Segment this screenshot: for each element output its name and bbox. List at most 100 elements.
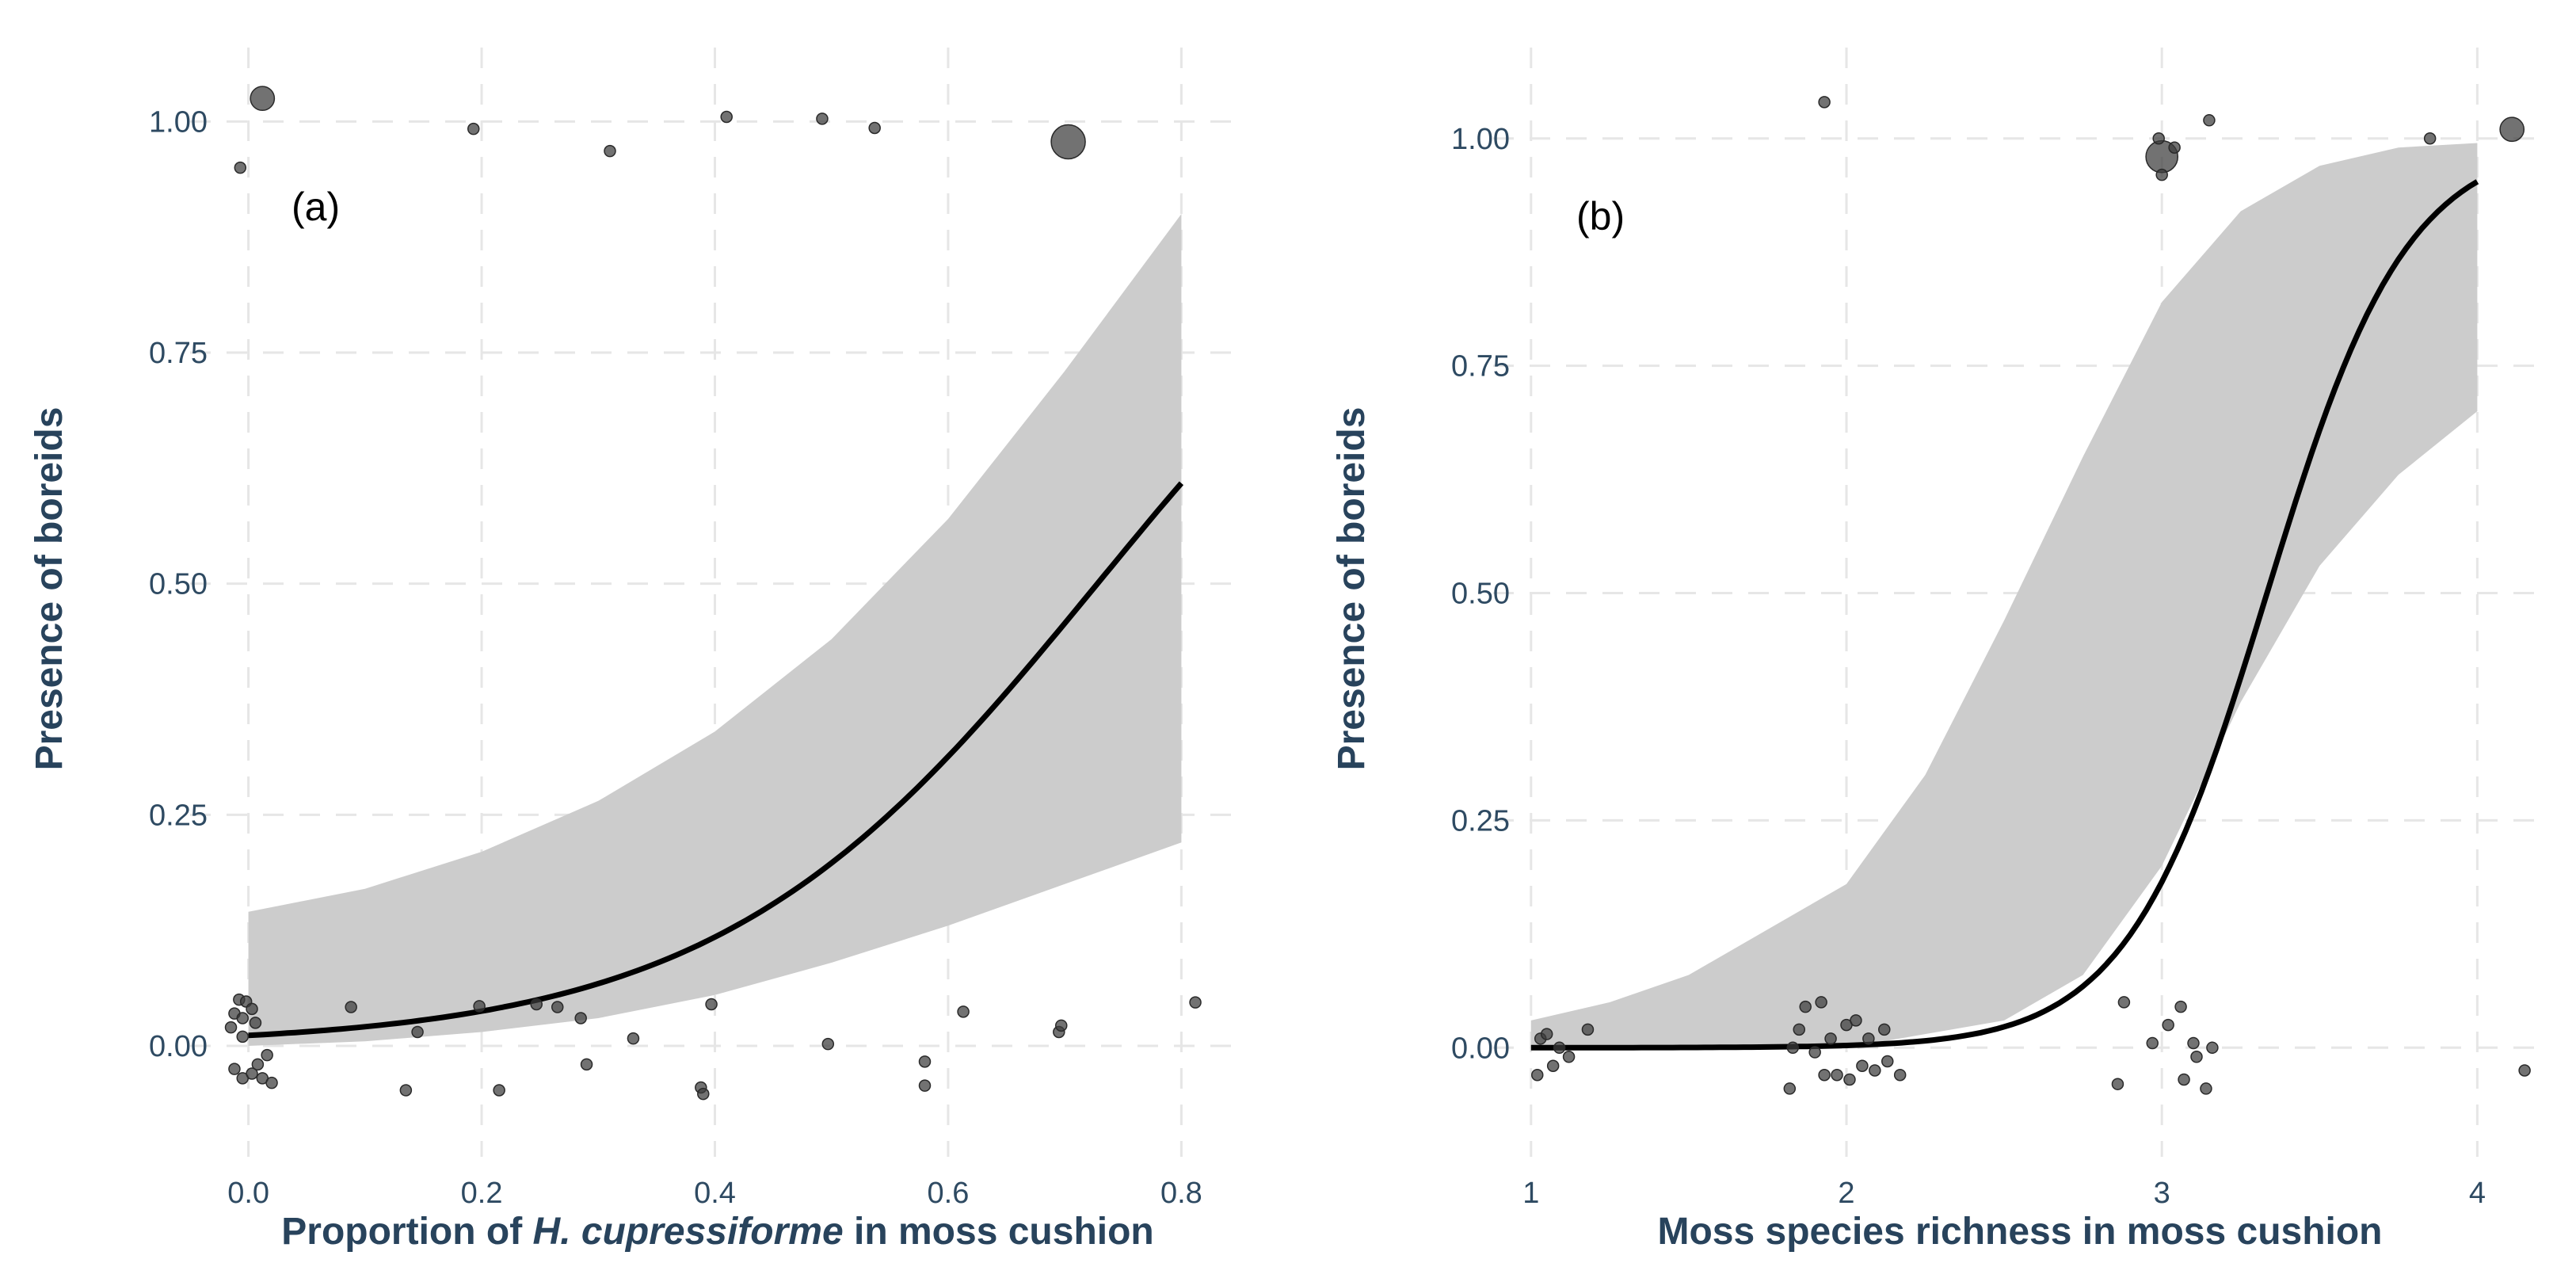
panel-b-data-point xyxy=(1793,1023,1806,1036)
panel-b-data-point xyxy=(2155,168,2168,181)
panel-a-data-point xyxy=(918,1079,932,1092)
panel-b-data-point xyxy=(1540,1028,1553,1040)
panel-a-data-point xyxy=(821,1037,835,1051)
panel-a: 0.00 0.25 0.50 0.75 1.00 0.0 0.2 0.4 0.6 0.8 (a)… xyxy=(29,48,1240,1253)
panel-a-data-point xyxy=(250,86,276,112)
panel-b-data-point xyxy=(2152,132,2165,145)
panel-a-data-point xyxy=(580,1058,593,1071)
panel-a-data-point xyxy=(224,1021,238,1034)
panel-b-data-point xyxy=(1831,1068,1843,1082)
panel-a-data-point xyxy=(604,144,616,158)
panel-a-data-point xyxy=(228,1063,241,1075)
panel-a-y-tick-label: 1.00 xyxy=(149,105,208,139)
panel-a-data-point xyxy=(251,1058,265,1071)
panel-b-data-point xyxy=(1818,1068,1831,1082)
panel-a-y-tick-label: 0.50 xyxy=(149,568,208,601)
panel-b-y-tick-label: 0.00 xyxy=(1451,1032,1510,1065)
panel-b-data-point xyxy=(2117,996,2131,1009)
panel-b-x-tick-label: 1 xyxy=(1522,1177,1539,1210)
panel-b-confidence-band xyxy=(1530,143,2478,1048)
panel-a-data-point xyxy=(1189,996,1202,1009)
panel-b-data-point xyxy=(1881,1055,1894,1068)
panel-b-data-point xyxy=(1824,1032,1837,1045)
panel-b-data-point xyxy=(2187,1036,2200,1050)
panel-b-y-tick-label: 0.75 xyxy=(1451,350,1510,383)
panel-a-data-point xyxy=(246,1002,258,1016)
panel-b-data-point xyxy=(2174,1000,2187,1013)
panel-b-y-tick-label: 0.25 xyxy=(1451,804,1510,837)
panel-a-data-point xyxy=(411,1025,424,1039)
panel-a-data-point xyxy=(1055,1019,1068,1032)
panel-b-y-tick-label: 1.00 xyxy=(1451,123,1510,156)
panel-a-x-tick-label: 0.2 xyxy=(461,1177,503,1210)
panel-b-data-point xyxy=(1862,1032,1875,1045)
panel-a-x-tick-label: 0.8 xyxy=(1160,1177,1202,1210)
panel-a-x-tick-label: 0.0 xyxy=(227,1177,269,1210)
panel-b-data-point xyxy=(2178,1073,2190,1086)
panel-b-data-point xyxy=(1878,1023,1891,1036)
panel-a-data-point xyxy=(234,161,247,174)
panel-a-y-axis-title: Presence of boreids xyxy=(29,407,70,771)
panel-b-data-point xyxy=(1546,1059,1560,1072)
panel-b-data-point xyxy=(1581,1023,1595,1036)
panel-a-y-tick-label: 0.75 xyxy=(149,337,208,370)
panel-a-x-tick-label: 0.4 xyxy=(694,1177,736,1210)
panel-b-data-point xyxy=(2518,1064,2531,1077)
panel-a-fit-line xyxy=(248,481,1184,1039)
panel-b-data-point xyxy=(1893,1068,1907,1082)
panel-b-x-tick-label: 3 xyxy=(2154,1177,2170,1210)
panel-b-data-point xyxy=(1808,1046,1821,1059)
panel-b-data-point xyxy=(2206,1041,2219,1055)
panel-a-data-point xyxy=(574,1012,587,1024)
panel-b-y-axis-title: Presence of boreids xyxy=(1331,407,1373,771)
panel-a-data-point xyxy=(246,1067,258,1080)
panel-b-data-point xyxy=(2423,132,2437,145)
panel-a-data-point xyxy=(261,1048,273,1062)
panel-a-data-point xyxy=(551,1001,564,1013)
panel-b-data-point xyxy=(2190,1051,2203,1063)
panel-b-data-point xyxy=(1843,1073,1856,1086)
panel-b-data-point xyxy=(1786,1041,1800,1055)
panel-a-x-tick-label: 0.6 xyxy=(928,1177,970,1210)
panel-a-data-point xyxy=(345,1001,357,1013)
panel-b-data-point xyxy=(2111,1078,2124,1090)
panel-a-x-axis-title-prefix: Proportion of xyxy=(281,1211,532,1253)
panel-b-data-point xyxy=(1850,1014,1862,1027)
panel-a-data-point xyxy=(705,998,718,1011)
panel-b-data-point xyxy=(2499,116,2525,143)
panel-a-x-axis-title-species: H. cupressiforme xyxy=(533,1211,844,1253)
panel-b-label: (b) xyxy=(1576,194,1625,238)
panel-b-data-point xyxy=(2162,1018,2174,1032)
panel-a-data-point xyxy=(236,1030,249,1044)
panel-b-data-point xyxy=(2168,141,2181,154)
panel-b: 0.00 0.25 0.50 0.75 1.00 1 2 3 4 (b) Presence o… xyxy=(1331,48,2547,1253)
panel-a-x-tick-labels: 0.0 0.2 0.4 0.6 0.8 xyxy=(227,1177,1202,1210)
panel-b-y-tick-label: 0.50 xyxy=(1451,578,1510,611)
panel-b-data-point xyxy=(2203,114,2216,127)
panel-a-data-point xyxy=(249,1017,262,1029)
panel-b-y-tick-labels: 0.00 0.25 0.50 0.75 1.00 xyxy=(1451,123,1510,1066)
panel-a-data-point xyxy=(816,113,829,125)
panel-a-data-point xyxy=(530,998,543,1011)
panel-a-y-tick-label: 0.00 xyxy=(149,1030,208,1063)
panel-b-data-point xyxy=(1799,1000,1812,1013)
panel-a-points xyxy=(224,86,1202,1101)
panel-a-y-tick-label: 0.25 xyxy=(149,799,208,832)
panel-b-data-point xyxy=(1818,96,1831,109)
panel-b-data-point xyxy=(1783,1082,1797,1095)
panel-b-data-point xyxy=(1530,1068,1544,1082)
panel-b-data-point xyxy=(1562,1051,1576,1063)
panel-a-data-point xyxy=(957,1005,970,1018)
panel-a-y-tick-labels: 0.00 0.25 0.50 0.75 1.00 xyxy=(149,105,208,1063)
panel-b-points xyxy=(1530,96,2531,1095)
panel-a-data-point xyxy=(467,122,480,135)
panel-a-label: (a) xyxy=(292,185,340,229)
panel-a-data-point xyxy=(399,1084,413,1097)
panel-b-x-tick-labels: 1 2 3 4 xyxy=(1522,1177,2486,1210)
panel-b-data-point xyxy=(1553,1041,1566,1055)
panel-a-confidence-band xyxy=(248,214,1182,1046)
panel-b-data-point xyxy=(2200,1082,2212,1095)
panel-a-x-axis-title: Proportion of H. cupressiforme in moss c… xyxy=(281,1211,1153,1253)
panel-a-data-point xyxy=(473,1000,486,1013)
